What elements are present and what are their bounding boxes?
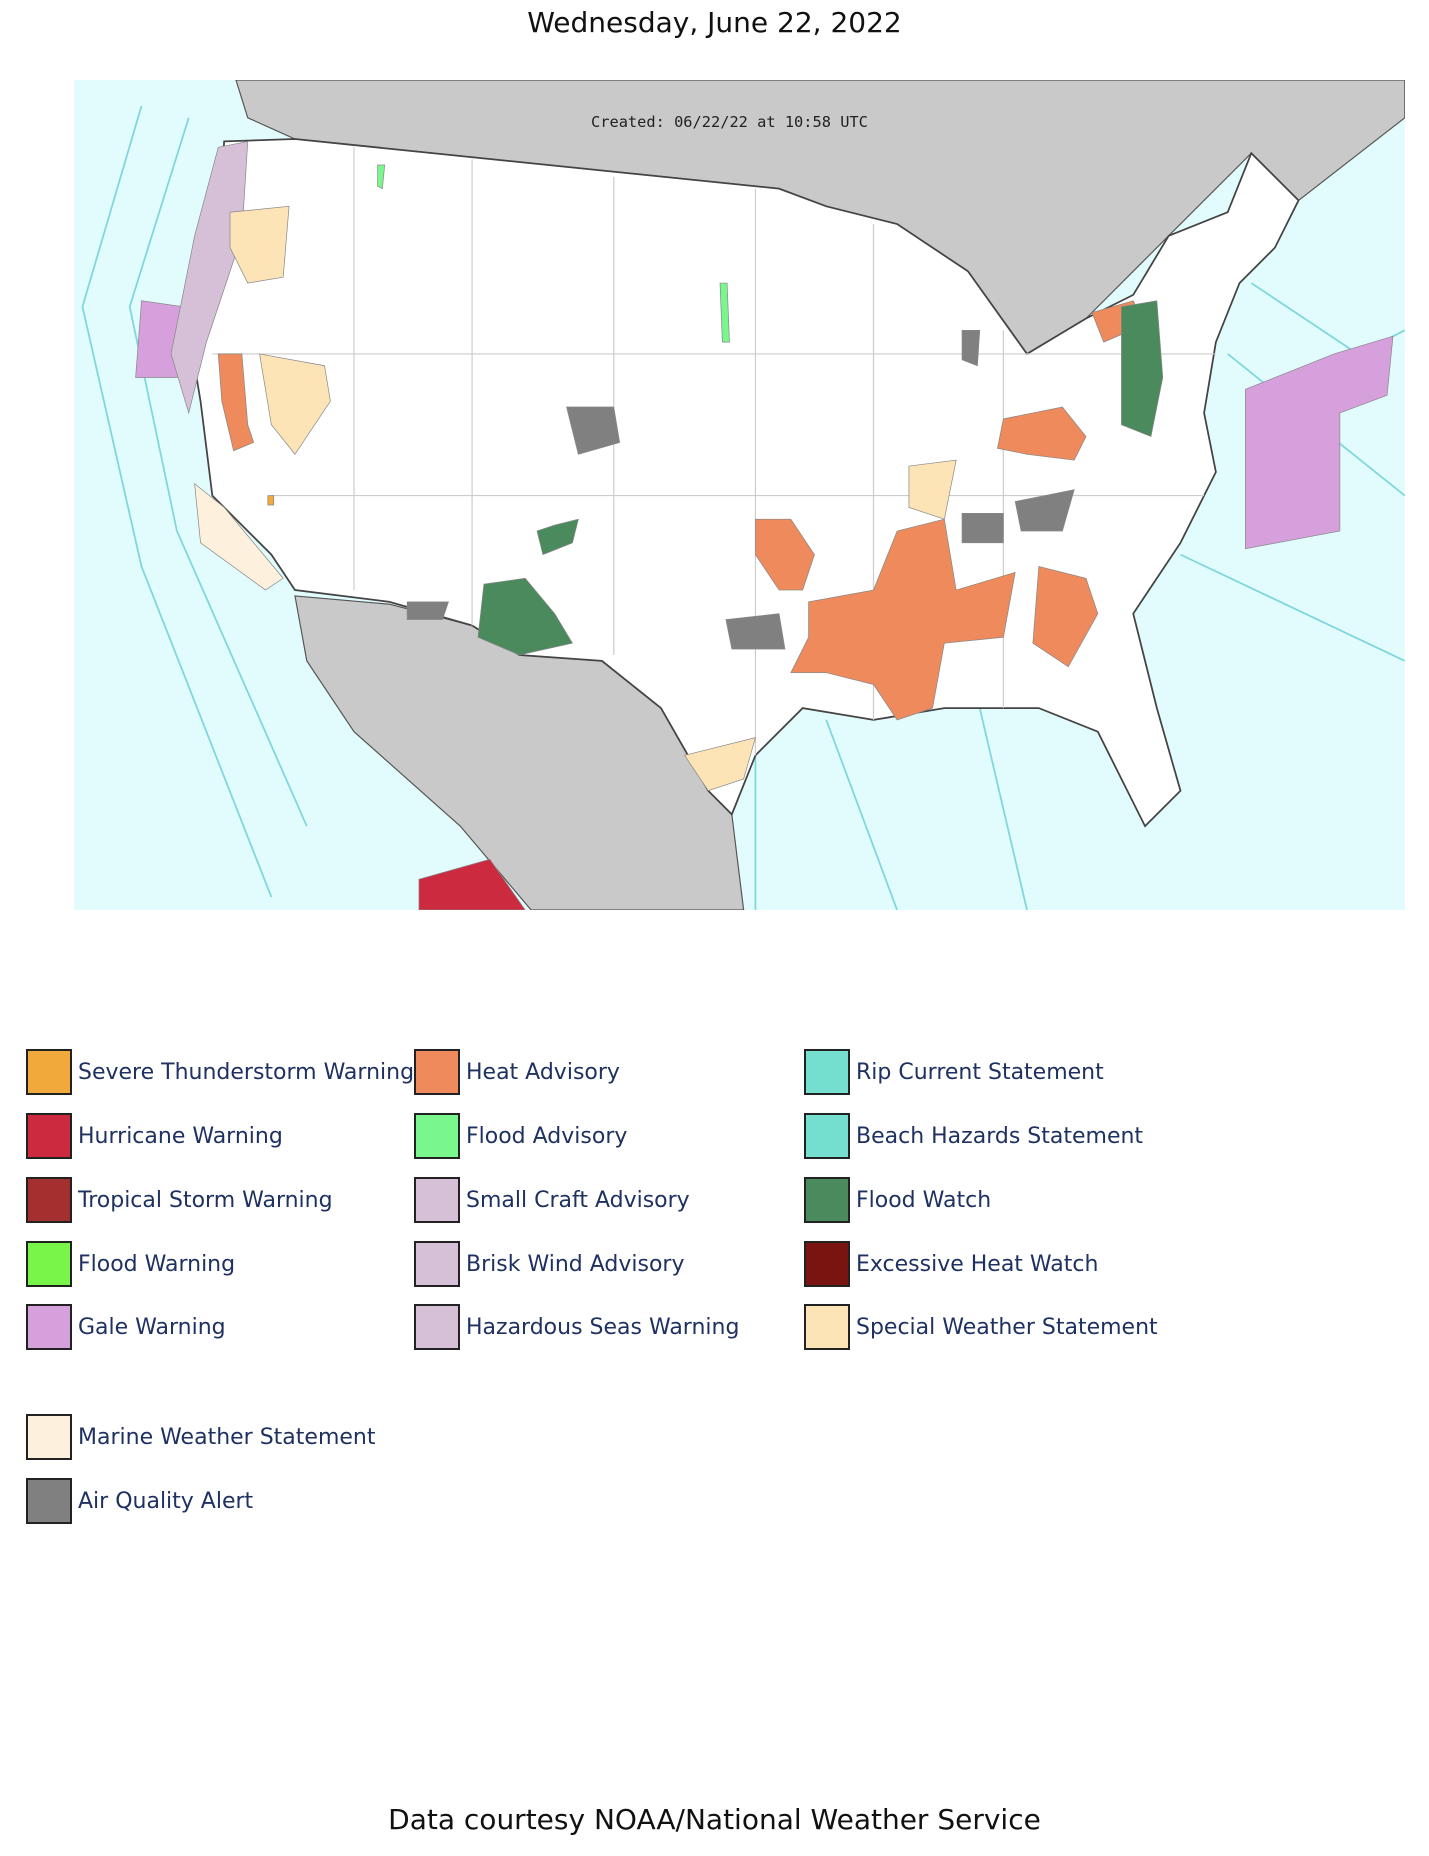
legend-swatch (26, 1478, 72, 1524)
legend-label: Severe Thunderstorm Warning (78, 1059, 415, 1085)
alert-area (536, 518, 579, 556)
legend-item: Marine Weather Statement (26, 1413, 375, 1461)
legend-item: Flood Warning (26, 1240, 235, 1288)
legend-item: Small Craft Advisory (414, 1176, 690, 1224)
legend-label: Hazardous Seas Warning (466, 1314, 740, 1340)
legend-item: Tropical Storm Warning (26, 1176, 333, 1224)
page-title: Wednesday, June 22, 2022 (527, 6, 902, 39)
legend-swatch (804, 1241, 850, 1287)
legend-swatch (26, 1113, 72, 1159)
legend-swatch (414, 1049, 460, 1095)
weather-map: Created: 06/22/22 at 10:58 UTC (74, 80, 1405, 910)
legend-label: Rip Current Statement (856, 1059, 1104, 1085)
legend-item: Severe Thunderstorm Warning (26, 1048, 414, 1096)
footer: Data courtesy NOAA/National Weather Serv… (388, 1803, 1041, 1836)
legend-item: Hazardous Seas Warning (414, 1303, 739, 1351)
legend-item: Beach Hazards Statement (804, 1112, 1143, 1160)
alert-area (566, 406, 621, 455)
legend-label: Flood Advisory (466, 1123, 628, 1149)
legend-label: Brisk Wind Advisory (466, 1251, 685, 1277)
alert-area (1245, 335, 1394, 550)
legend-item: Air Quality Alert (26, 1477, 253, 1525)
alert-area (790, 518, 1016, 721)
alert-area (267, 495, 275, 506)
legend-swatch (804, 1113, 850, 1159)
legend-label: Special Weather Statement (856, 1314, 1158, 1340)
legend-swatch (26, 1414, 72, 1460)
legend-swatch (414, 1177, 460, 1223)
legend-label: Flood Watch (856, 1187, 992, 1213)
alert-area (961, 512, 1004, 544)
legend-item: Hurricane Warning (26, 1112, 283, 1160)
legend-label: Marine Weather Statement (78, 1424, 376, 1450)
legend-label: Hurricane Warning (78, 1123, 283, 1149)
alert-area (997, 406, 1087, 461)
legend-label: Heat Advisory (466, 1059, 620, 1085)
alert-area (229, 205, 290, 284)
legend-item: Excessive Heat Watch (804, 1240, 1098, 1288)
legend-item: Heat Advisory (414, 1048, 620, 1096)
legend-item: Rip Current Statement (804, 1048, 1104, 1096)
legend-swatch (26, 1177, 72, 1223)
legend-label: Excessive Heat Watch (856, 1251, 1099, 1277)
alert-area (259, 353, 331, 455)
legend-swatch (804, 1177, 850, 1223)
legend-item: Gale Warning (26, 1303, 226, 1351)
legend-item: Brisk Wind Advisory (414, 1240, 684, 1288)
alert-areas (135, 140, 1394, 910)
alert-area (719, 282, 730, 343)
legend-swatch (414, 1113, 460, 1159)
alert-area (755, 518, 815, 591)
legend-label: Tropical Storm Warning (78, 1187, 333, 1213)
legend-swatch (414, 1304, 460, 1350)
legend-label: Beach Hazards Statement (856, 1123, 1144, 1149)
alert-area (725, 613, 786, 650)
alert-area (1121, 300, 1164, 438)
legend-swatch (26, 1304, 72, 1350)
legend-item: Flood Watch (804, 1176, 991, 1224)
legend-label: Gale Warning (78, 1314, 226, 1340)
legend-swatch (26, 1241, 72, 1287)
legend-item: Special Weather Statement (804, 1303, 1158, 1351)
legend-swatch (804, 1304, 850, 1350)
alert-area (961, 329, 981, 367)
alert-area (170, 140, 249, 415)
alert-area (377, 164, 386, 190)
alert-area (908, 459, 957, 520)
legend-label: Small Craft Advisory (466, 1187, 690, 1213)
legend-label: Flood Warning (78, 1251, 236, 1277)
created-timestamp: Created: 06/22/22 at 10:58 UTC (591, 113, 868, 131)
alert-area (477, 577, 573, 656)
alert-area (1014, 489, 1075, 532)
alert-area (217, 353, 255, 452)
legend-label: Air Quality Alert (78, 1488, 254, 1514)
alert-area (406, 601, 449, 620)
alert-area (418, 858, 526, 910)
united-states (187, 138, 1300, 828)
legend-swatch (804, 1049, 850, 1095)
alert-area (1032, 565, 1099, 668)
legend-swatch (414, 1241, 460, 1287)
legend-item: Flood Advisory (414, 1112, 627, 1160)
legend-swatch (26, 1049, 72, 1095)
alert-area (684, 737, 756, 792)
alert-area (194, 482, 284, 591)
